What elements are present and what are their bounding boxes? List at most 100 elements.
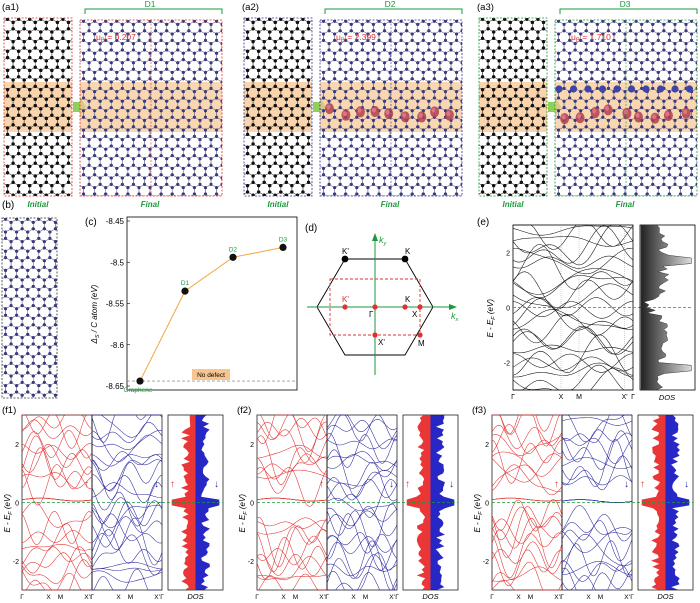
atom [77,177,80,180]
atom [449,22,453,26]
atom [306,116,311,120]
atom [154,182,158,186]
atom [312,75,315,78]
atom [120,67,124,71]
atom [104,90,108,94]
atom [77,23,80,26]
atom [273,123,277,127]
atom [215,90,219,94]
atom [273,116,277,120]
atom [251,123,255,127]
atom [98,67,102,71]
atom [284,116,288,120]
atom [39,152,43,156]
atom [66,46,71,50]
atom [312,69,315,72]
bond [280,66,293,81]
atom [301,30,305,34]
bond [88,40,101,54]
atom [0,85,3,88]
bond [29,47,42,62]
atom [143,163,147,167]
bond [177,20,190,35]
atom [165,138,169,142]
atom [192,154,196,158]
atom [209,118,213,122]
bond [23,134,36,148]
atom [295,84,300,88]
bond [247,143,259,158]
atom [50,88,54,92]
atom [371,48,375,52]
bond [0,173,2,186]
bond [199,59,212,73]
atom [203,58,207,62]
bond [51,47,64,62]
atom [306,155,311,159]
atom [176,157,180,161]
atom [87,144,91,148]
atom [257,94,261,98]
bond [7,162,19,177]
atom [72,146,75,149]
atom [416,48,420,52]
bond [216,184,222,196]
atom [39,18,43,21]
atom [109,61,113,65]
atom [192,70,196,74]
atom [295,78,300,82]
bond [83,68,95,83]
bond [400,49,413,64]
atom [126,58,130,62]
atom [137,20,141,23]
bond [94,145,106,160]
mu-sub: B [101,38,105,44]
bond [138,68,151,83]
atom [187,99,191,103]
atom [5,113,10,117]
atom [187,86,191,90]
bond [320,192,331,205]
bond [188,174,201,188]
atom [312,152,315,155]
bond [275,153,287,167]
bond [18,47,30,62]
bond [247,182,259,196]
atom [115,147,119,151]
atom [77,164,80,167]
atom [279,56,283,60]
atom [82,109,86,113]
atom [17,68,21,72]
atom [5,75,10,79]
atom [268,171,272,175]
bond [221,62,222,70]
atom [131,29,135,33]
bond [40,28,53,42]
atom [312,69,315,72]
atom [87,80,91,84]
atom [176,125,180,129]
atom [449,61,453,65]
atom [120,182,124,186]
atom [61,88,65,92]
bond [68,58,72,70]
atom [77,61,80,64]
bond [308,192,312,196]
atom [312,133,315,136]
atom [66,20,71,24]
atom [11,142,15,146]
atom [290,18,294,21]
bond [291,18,304,23]
atom [131,99,135,103]
atom [257,164,261,168]
atom [240,46,243,49]
atom [17,171,21,175]
atom [251,46,255,50]
atom [22,84,26,88]
atom [427,22,431,26]
atom [317,61,320,64]
atom [176,118,180,122]
atom [17,152,21,156]
atom [165,106,169,110]
bond [291,143,304,158]
